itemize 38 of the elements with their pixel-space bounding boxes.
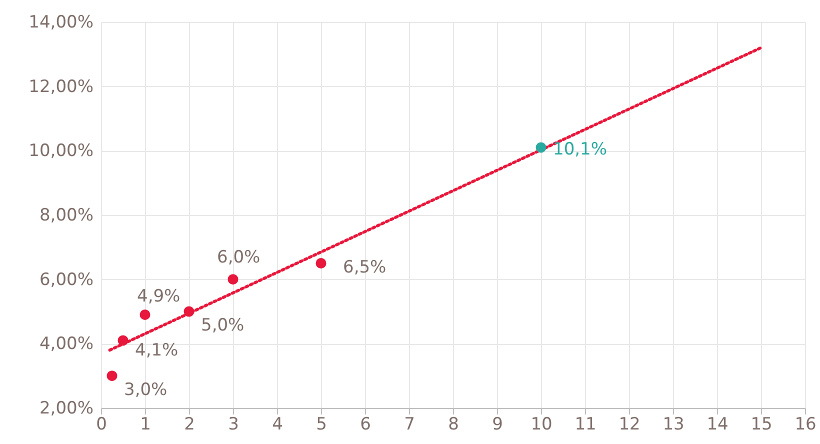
x-tick-label: 6 xyxy=(360,414,371,434)
y-tick-label: 6,00% xyxy=(39,270,94,290)
x-tick-label: 4 xyxy=(272,414,283,434)
x-tick-label: 10 xyxy=(530,414,552,434)
y-tick-label: 8,00% xyxy=(39,206,94,226)
x-tick-label: 14 xyxy=(706,414,728,434)
data-label: 4,1% xyxy=(135,340,178,360)
x-tick-label: 15 xyxy=(750,414,772,434)
y-tick-label: 2,00% xyxy=(39,398,94,418)
point xyxy=(228,274,238,285)
y-tick-label: 10,00% xyxy=(28,141,94,162)
point xyxy=(184,306,194,317)
point xyxy=(536,142,546,153)
x-tick-label: 1 xyxy=(140,414,151,434)
point xyxy=(118,335,128,346)
x-tick-label: 7 xyxy=(404,414,415,434)
x-tick-label: 8 xyxy=(448,414,459,434)
x-tick-label: 5 xyxy=(316,414,327,434)
data-label: 10,1% xyxy=(553,139,608,160)
x-tick-label: 9 xyxy=(492,414,503,434)
y-tick-label: 14,00% xyxy=(28,12,94,32)
point xyxy=(316,258,326,268)
x-tick-label: 13 xyxy=(662,414,684,434)
data-label: 3,0% xyxy=(124,380,168,400)
x-tick-label: 2 xyxy=(184,414,195,434)
x-tick-label: 11 xyxy=(574,414,596,434)
y-tick-label: 12,00% xyxy=(28,76,94,97)
data-label: 5,0% xyxy=(201,316,244,336)
data-label: 4,9% xyxy=(137,286,180,307)
data-label: 6,0% xyxy=(217,247,260,268)
point xyxy=(140,309,150,320)
point xyxy=(106,370,118,382)
x-tick-label: 3 xyxy=(228,414,239,434)
x-tick-label: 12 xyxy=(618,414,640,434)
y-tick-label: 4,00% xyxy=(39,334,94,354)
x-tick-label: 0 xyxy=(96,414,107,434)
data-label: 6,5% xyxy=(343,257,386,278)
x-tick-label: 16 xyxy=(794,414,816,434)
